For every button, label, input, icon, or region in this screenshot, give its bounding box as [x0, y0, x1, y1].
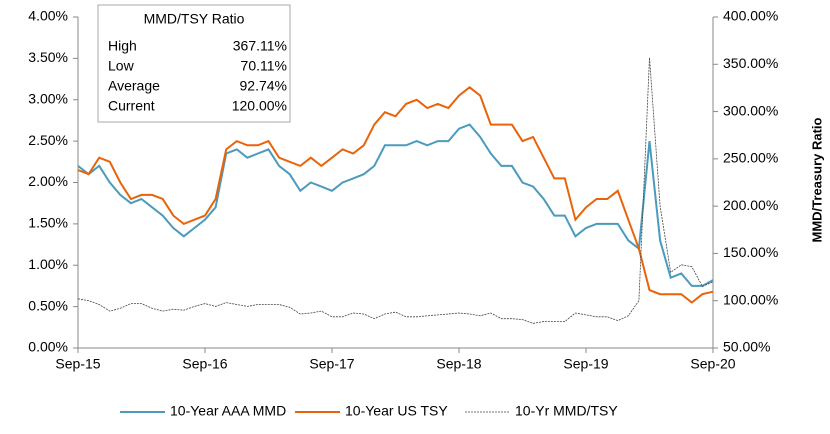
y2-tick-label: 50.00%: [723, 339, 770, 355]
y-tick-label: 4.00%: [28, 8, 68, 24]
series-line: [77, 57, 714, 324]
x-tick-label: Sep-18: [436, 356, 481, 372]
y2-tick-label: 350.00%: [723, 55, 778, 71]
y2-axis-title: MMD/Treasury Ratio: [809, 117, 824, 242]
y2-tick-label: 200.00%: [723, 197, 778, 213]
x-tick-label: Sep-15: [55, 356, 100, 372]
legend-label: 10-Year AAA MMD: [170, 403, 286, 419]
ratio-box: [97, 4, 291, 123]
x-tick-label: Sep-17: [309, 356, 354, 372]
y-tick-label: 3.00%: [28, 90, 68, 106]
y-tick-label: 2.00%: [28, 173, 68, 189]
y-tick-label: 0.50%: [28, 297, 68, 313]
box-title: MMD/TSY Ratio: [144, 11, 245, 27]
box-label: High: [108, 38, 137, 54]
y-tick-label: 3.50%: [28, 49, 68, 65]
y2-tick-label: 250.00%: [723, 150, 778, 166]
y2-tick-label: 100.00%: [723, 291, 778, 307]
series-line: [77, 86, 714, 304]
y-tick-label: 1.00%: [28, 256, 68, 272]
y2-tick-label: 300.00%: [723, 102, 778, 118]
y2-tick-label: 400.00%: [723, 8, 778, 24]
series-line: [77, 123, 714, 287]
box-label: Low: [108, 58, 135, 74]
y-tick-label: 0.00%: [28, 339, 68, 355]
y-tick-label: 2.50%: [28, 132, 68, 148]
legend-label: 10-Yr MMD/TSY: [515, 403, 618, 419]
box-value: 367.11%: [233, 38, 287, 54]
y2-tick-label: 150.00%: [723, 244, 778, 260]
legend-label: 10-Year US TSY: [345, 403, 448, 419]
box-label: Average: [108, 78, 160, 94]
box-value: 92.74%: [240, 78, 287, 94]
box-value: 120.00%: [232, 98, 287, 114]
x-tick-label: Sep-19: [563, 356, 608, 372]
x-tick-label: Sep-16: [182, 356, 227, 372]
y-tick-label: 1.50%: [28, 215, 68, 231]
box-value: 70.11%: [241, 58, 287, 74]
x-tick-label: Sep-20: [690, 356, 735, 372]
box-label: Current: [108, 98, 155, 114]
